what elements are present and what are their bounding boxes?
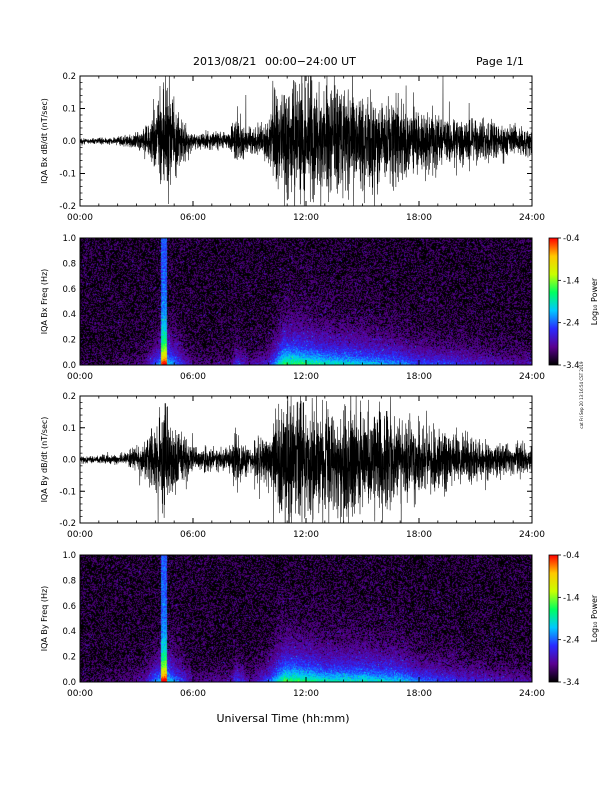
- y-tick-label: 0.2: [62, 72, 76, 82]
- x-tick-label: 06:00: [180, 213, 206, 223]
- colorbar-tick-label: -2.4: [563, 319, 580, 329]
- panel-by-spectrogram: 00:00 06:00 12:00 18:00 24:00 0.0 0.2 0.4 0.6 0.8…: [40, 551, 599, 699]
- colorbar: [548, 554, 559, 683]
- series-line: [80, 396, 532, 523]
- x-tick-label: 18:00: [406, 213, 432, 223]
- y-tick-label: -0.2: [59, 519, 76, 529]
- x-tick-label: 12:00: [293, 213, 319, 223]
- report-date: 2013/08/21: [193, 55, 256, 68]
- y-tick-label: -0.1: [59, 487, 76, 497]
- panel-bx-spectrogram: 00:00 06:00 12:00 18:00 24:00 0.0 0.2 0.4 0.6 0.8…: [40, 234, 599, 382]
- y-tick-label: 0.2: [62, 336, 76, 346]
- y-tick-label: 0.4: [62, 627, 76, 637]
- y-tick-label: 0.6: [62, 602, 76, 612]
- x-tick-label: 12:00: [293, 372, 319, 382]
- colorbar-tick-label: -0.4: [563, 551, 580, 561]
- y-tick-label: 0.8: [62, 259, 76, 269]
- spectrogram-image: [80, 238, 532, 365]
- report-time-range: 00:00−24:00 UT: [265, 55, 356, 68]
- colorbar-label: Log₁₀ Power: [590, 277, 599, 325]
- y-tick-label: 1.0: [62, 551, 76, 561]
- page-number: Page 1/1: [476, 55, 524, 68]
- y-tick-label: -0.2: [59, 202, 76, 212]
- y-tick-label: -0.1: [59, 170, 76, 180]
- x-tick-label: 00:00: [67, 530, 93, 540]
- x-tick-label: 18:00: [406, 530, 432, 540]
- x-tick-label: 06:00: [180, 689, 206, 699]
- colorbar-tick-label: -3.4: [563, 361, 580, 371]
- spectrogram-image: [80, 555, 532, 682]
- x-tick-label: 18:00: [406, 372, 432, 382]
- x-tick-label: 24:00: [519, 530, 545, 540]
- x-tick-label: 24:00: [519, 213, 545, 223]
- x-tick-label: 00:00: [67, 213, 93, 223]
- y-tick-label: 0.0: [62, 678, 76, 688]
- colorbar-tick-label: -1.4: [563, 593, 580, 603]
- colorbar-tick-label: -3.4: [563, 678, 580, 688]
- y-tick-label: 0.6: [62, 285, 76, 295]
- y-tick-label: 0.2: [62, 653, 76, 663]
- colorbar-tick-label: -0.4: [563, 234, 580, 244]
- y-tick-label: 0.0: [62, 361, 76, 371]
- x-tick-label: 06:00: [180, 372, 206, 382]
- series-line: [80, 76, 532, 206]
- x-tick-label: 18:00: [406, 689, 432, 699]
- panel-by-dbdt: 00:00 06:00 12:00 18:00 24:00 -0.2 -0.1 0.0 0.1 0…: [40, 392, 545, 540]
- timestamp-note: cat Fri Sep 20 13:16:54 CST 2019: [579, 361, 584, 429]
- colorbar-label: Log₁₀ Power: [590, 594, 599, 642]
- panel-bx-dbdt: 00:00 06:00 12:00 18:00 24:00 -0.2 -0.1 0.0 0.1 0…: [40, 72, 545, 223]
- colorbar: [548, 237, 559, 366]
- y-tick-label: 0.0: [62, 456, 76, 466]
- y-axis-label: IQA By dB/dt (nT/sec): [40, 417, 49, 503]
- y-tick-label: 1.0: [62, 234, 76, 244]
- x-tick-label: 00:00: [67, 689, 93, 699]
- x-tick-label: 00:00: [67, 372, 93, 382]
- y-tick-label: 0.1: [62, 105, 76, 115]
- y-tick-label: 0.8: [62, 576, 76, 586]
- x-axis-title: Universal Time (hh:mm): [217, 712, 350, 725]
- y-axis-label: IQA By Freq (Hz): [40, 586, 49, 652]
- y-tick-label: 0.4: [62, 310, 76, 320]
- x-tick-label: 12:00: [293, 530, 319, 540]
- colorbar-tick-label: -1.4: [563, 276, 580, 286]
- y-axis-label: IQA Bx Freq (Hz): [40, 269, 49, 335]
- x-tick-label: 24:00: [519, 372, 545, 382]
- y-tick-label: 0.1: [62, 424, 76, 434]
- y-tick-label: 0.2: [62, 392, 76, 402]
- y-tick-label: 0.0: [62, 137, 76, 147]
- x-tick-label: 24:00: [519, 689, 545, 699]
- colorbar-tick-label: -2.4: [563, 636, 580, 646]
- x-tick-label: 12:00: [293, 689, 319, 699]
- x-tick-label: 06:00: [180, 530, 206, 540]
- y-axis-label: IQA Bx dB/dt (nT/sec): [40, 98, 49, 184]
